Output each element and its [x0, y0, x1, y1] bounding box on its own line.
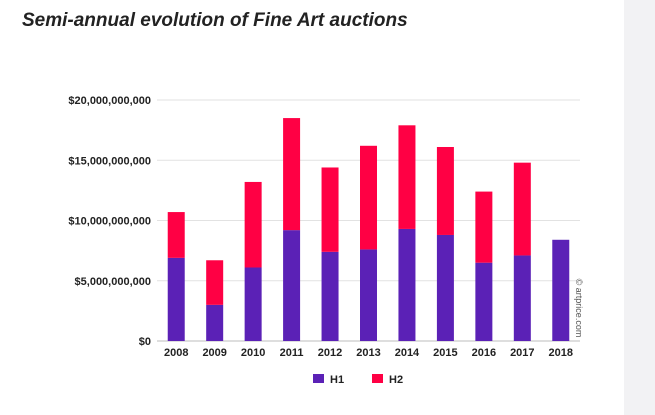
legend-swatch-h1 — [313, 374, 324, 383]
bar-h1-2011 — [283, 230, 301, 341]
bar-h1-2016 — [475, 262, 493, 341]
bar-h1-2012 — [321, 251, 339, 341]
legend-swatch-h2 — [372, 374, 383, 383]
y-tick-label: $15,000,000,000 — [68, 155, 151, 167]
chart-title: Semi-annual evolution of Fine Art auctio… — [22, 10, 408, 31]
x-tick-label: 2009 — [202, 347, 226, 359]
bar-h2-2008 — [167, 212, 185, 258]
bar-h2-2011 — [283, 118, 301, 231]
legend-label-h2: H2 — [389, 374, 403, 386]
x-tick-label: 2008 — [164, 347, 188, 359]
bar-h1-2017 — [513, 255, 531, 341]
y-tick-label: $0 — [139, 336, 151, 348]
x-tick-label: 2013 — [356, 347, 380, 359]
bar-h2-2016 — [475, 191, 493, 263]
x-tick-label: 2015 — [433, 347, 457, 359]
bar-h1-2015 — [436, 234, 454, 341]
bar-h2-2013 — [360, 145, 377, 250]
x-tick-label: 2016 — [472, 347, 496, 359]
bar-h2-2014 — [398, 125, 416, 229]
y-tick-label: $10,000,000,000 — [68, 216, 151, 228]
page-side-strip — [624, 0, 655, 415]
bar-h1-2013 — [360, 249, 377, 341]
bar-h1-2014 — [398, 228, 416, 341]
bar-h2-2017 — [513, 162, 531, 256]
bar-h1-2010 — [244, 267, 262, 341]
credit-text: © artprice.com — [574, 279, 584, 338]
x-tick-label: 2017 — [510, 347, 534, 359]
x-tick-label: 2011 — [280, 347, 304, 359]
y-tick-label: $20,000,000,000 — [68, 95, 151, 107]
bar-h1-2008 — [167, 257, 185, 341]
bar-h2-2010 — [244, 181, 262, 268]
x-tick-label: 2014 — [395, 347, 420, 359]
x-tick-label: 2010 — [241, 347, 265, 359]
x-tick-label: 2018 — [549, 347, 573, 359]
bar-h1-2018 — [552, 239, 570, 341]
bar-h2-2012 — [321, 167, 339, 252]
bar-h1-2009 — [206, 304, 224, 341]
bar-h2-2015 — [436, 146, 454, 235]
legend-label-h1: H1 — [330, 374, 344, 386]
y-tick-label: $5,000,000,000 — [75, 276, 151, 288]
bar-h2-2009 — [206, 260, 224, 305]
x-tick-label: 2012 — [318, 347, 342, 359]
